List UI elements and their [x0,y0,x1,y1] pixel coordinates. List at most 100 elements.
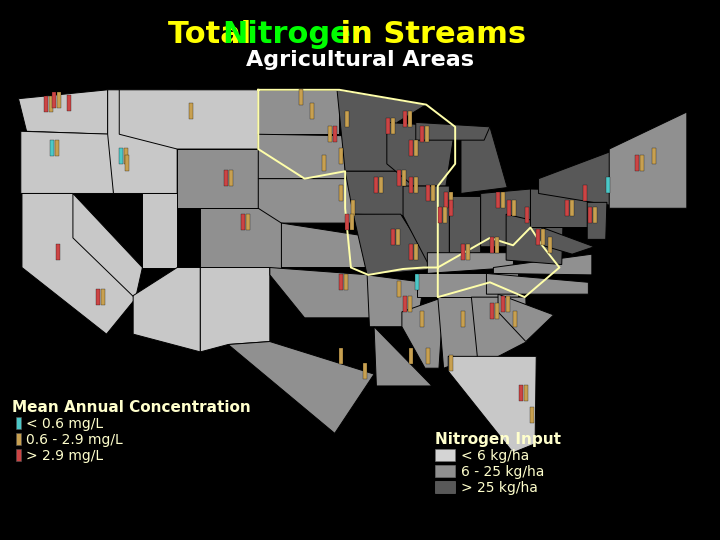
Bar [570,200,575,215]
Bar [506,296,510,312]
Bar [435,481,455,493]
Polygon shape [21,131,114,193]
Bar [397,230,400,245]
Polygon shape [387,123,455,186]
Polygon shape [402,297,444,368]
Bar [345,214,349,231]
Polygon shape [133,267,200,352]
Polygon shape [73,193,143,299]
Bar [606,178,610,193]
Bar [397,281,401,297]
Bar [541,230,545,245]
Polygon shape [19,90,108,134]
Bar [435,449,455,461]
Bar [55,140,59,157]
Bar [49,96,53,112]
Polygon shape [200,208,282,267]
Bar [339,274,343,290]
Bar [409,244,413,260]
Bar [339,185,343,201]
Bar [426,185,431,201]
Polygon shape [487,273,588,294]
Bar [420,310,424,327]
Polygon shape [542,227,594,254]
Polygon shape [472,297,527,367]
Bar [449,355,454,371]
Polygon shape [258,90,339,134]
Bar [101,288,105,305]
Bar [582,185,587,201]
Polygon shape [609,112,687,208]
Bar [386,118,390,134]
Polygon shape [481,189,531,247]
Bar [444,192,448,208]
Polygon shape [337,90,426,171]
Bar [339,348,343,364]
Bar [438,207,442,223]
Polygon shape [143,193,177,267]
Bar [403,111,407,127]
Bar [228,170,233,186]
Bar [55,244,60,260]
Bar [466,244,470,260]
Bar [639,156,644,171]
Bar [536,230,540,245]
Bar [420,126,424,141]
Bar [502,296,505,312]
Text: 0.6 - 2.9 mg/L: 0.6 - 2.9 mg/L [26,433,122,447]
Bar [414,178,418,193]
Bar [415,274,418,290]
Bar [431,185,435,201]
Bar [344,274,348,290]
Polygon shape [345,171,418,215]
Bar [241,214,245,231]
Bar [409,178,413,193]
Bar [565,200,570,215]
Polygon shape [449,356,536,453]
Bar [588,207,593,223]
Text: Mean Annual Concentration: Mean Annual Concentration [12,400,251,415]
Polygon shape [120,90,258,149]
Polygon shape [258,134,345,179]
Polygon shape [449,197,481,255]
Bar [519,385,523,401]
Bar [189,104,193,119]
Bar [409,348,413,364]
Polygon shape [258,179,359,223]
Bar [44,96,48,112]
Bar [531,407,534,423]
Polygon shape [403,186,449,269]
Bar [392,230,395,245]
Bar [328,126,332,141]
Bar [461,244,465,260]
Bar [495,303,499,319]
Polygon shape [374,327,432,386]
Bar [96,288,100,305]
Bar [246,214,250,231]
Bar [16,417,21,429]
Bar [120,148,123,164]
Bar [310,104,315,119]
Bar [57,92,61,107]
Polygon shape [531,189,598,227]
Bar [449,200,454,215]
Bar [125,156,129,171]
Bar [374,178,378,193]
Polygon shape [588,202,607,239]
Text: Nitrogen: Nitrogen [222,20,372,49]
Bar [490,303,494,319]
Bar [548,237,552,253]
Bar [345,111,349,127]
Bar [408,111,412,127]
Text: < 0.6 mg/L: < 0.6 mg/L [26,417,103,431]
Bar [125,148,128,164]
Bar [350,214,354,231]
Bar [490,237,494,253]
Bar [513,310,517,327]
Bar [449,192,453,208]
Bar [593,207,598,223]
Bar [525,207,528,223]
Bar [333,126,337,141]
Polygon shape [438,297,478,368]
Bar [426,348,431,364]
